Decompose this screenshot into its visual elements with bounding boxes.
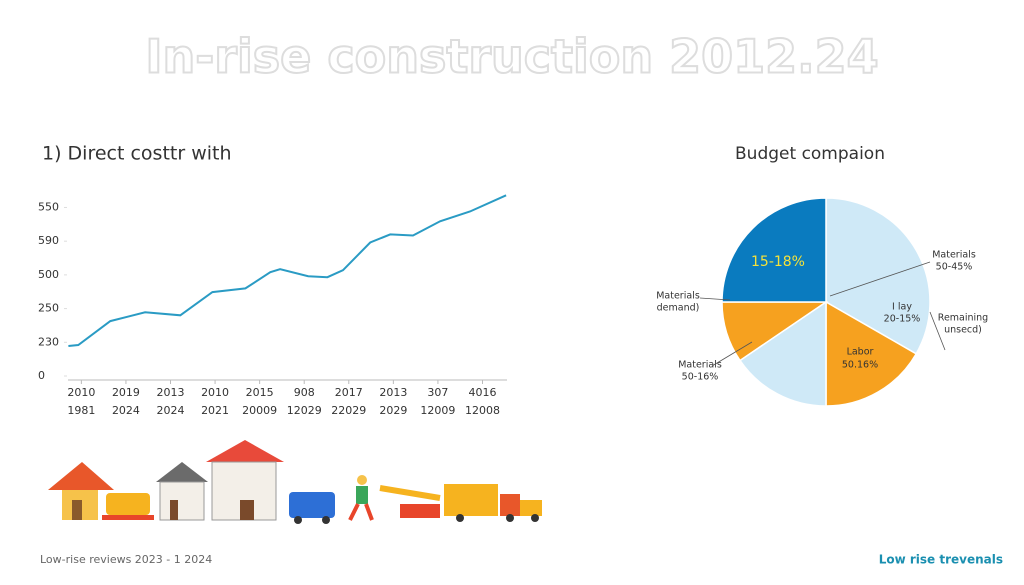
illustrations xyxy=(48,440,542,524)
x-tick-label: 2019 xyxy=(112,386,140,399)
line-title: 1) Direct costtr with xyxy=(42,143,232,165)
x-tick-label: 1981 xyxy=(67,404,95,417)
annotation: demand) xyxy=(657,303,700,314)
x-tick-label: 4016 xyxy=(468,386,496,399)
y-tick-label: 590 xyxy=(38,234,59,247)
y-tick-label: 250 xyxy=(38,302,59,315)
line-series xyxy=(68,194,507,347)
slice-label: 15-18% xyxy=(751,254,805,270)
annotation: Materials xyxy=(678,360,722,371)
pie-slice xyxy=(825,197,931,355)
annotation: Remaining xyxy=(938,313,988,324)
pie-slice xyxy=(738,300,827,407)
x-tick-label: 908 xyxy=(294,386,315,399)
pie-title: Budget compaion xyxy=(735,144,885,164)
x-tick-label: 2010 xyxy=(67,386,95,399)
x-tick-label: 2029 xyxy=(379,404,407,417)
footer-right: Low rise trevenals xyxy=(879,553,1003,567)
x-tick-label: 20009 xyxy=(242,404,277,417)
x-tick-label: 22029 xyxy=(331,404,366,417)
footer-left: Low-rise reviews 2023 - 1 2024 xyxy=(40,553,212,566)
x-tick-label: 2013 xyxy=(379,386,407,399)
annotation: unsecd) xyxy=(944,325,982,336)
pie xyxy=(721,197,931,407)
y-tick-label: 500 xyxy=(38,268,59,281)
x-tick-label: 2013 xyxy=(157,386,185,399)
x-tick-label: 2017 xyxy=(335,386,363,399)
y-tick-label: 550 xyxy=(38,200,59,213)
x-tick-label: 2010 xyxy=(201,386,229,399)
slice-label: I lay xyxy=(892,302,912,313)
annotation: 50-16% xyxy=(682,372,719,383)
x-tick-label: 2024 xyxy=(112,404,140,417)
y-tick-label: 230 xyxy=(38,335,59,348)
pie-slice xyxy=(825,300,918,407)
x-tick-label: 12009 xyxy=(420,404,455,417)
page-title: In-rise construction 2012.24 xyxy=(145,30,878,84)
annotation: Materials xyxy=(932,250,976,261)
x-tick-label: 12029 xyxy=(287,404,322,417)
y-tick-label: 0 xyxy=(38,369,45,382)
annotation: 50-45% xyxy=(936,262,973,273)
x-tick-label: 2024 xyxy=(157,404,185,417)
slice-label: 50.16% xyxy=(842,360,878,371)
annotation: Materials xyxy=(656,291,700,302)
x-tick-label: 12008 xyxy=(465,404,500,417)
pie-slice xyxy=(721,197,827,303)
x-tick-label: 2015 xyxy=(246,386,274,399)
slice-label: 20-15% xyxy=(884,314,921,325)
x-tick-label: 2021 xyxy=(201,404,229,417)
x-tick-label: 307 xyxy=(427,386,448,399)
leader-lines xyxy=(699,261,946,367)
slice-label: Labor xyxy=(847,347,874,358)
